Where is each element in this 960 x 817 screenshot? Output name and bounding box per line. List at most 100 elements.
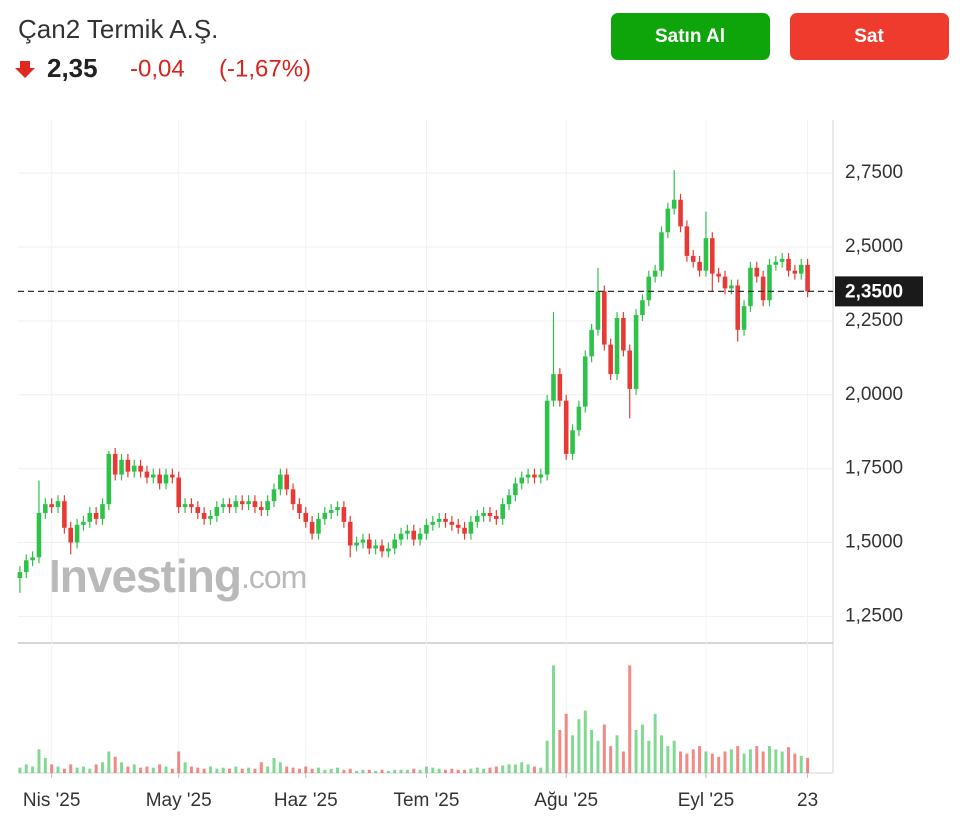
candle-body	[557, 374, 563, 401]
candle-body	[779, 258, 785, 262]
candle-body	[354, 542, 359, 546]
candle-body	[671, 199, 677, 209]
candle-body	[189, 504, 194, 508]
x-tick-label: Haz '25	[274, 790, 338, 811]
sell-button-bg[interactable]	[790, 13, 949, 60]
candle-body	[271, 489, 277, 502]
title: Çan2 Termik A.Ş.	[18, 14, 218, 44]
candle-body	[506, 495, 512, 505]
candle-body	[239, 501, 245, 505]
change: -0,04	[130, 55, 185, 82]
candle-body	[316, 518, 321, 534]
candle-body	[741, 306, 747, 330]
x-tick-label: Eyl '25	[678, 790, 734, 811]
candle-body	[678, 199, 683, 227]
candle-body	[646, 276, 652, 301]
candle-body	[309, 521, 315, 534]
candle-body	[360, 539, 366, 543]
candle-body	[760, 276, 766, 301]
candle-body	[138, 465, 143, 472]
candle-body	[246, 501, 251, 505]
candle-body	[627, 350, 633, 389]
sell-button[interactable]: Sat	[790, 13, 949, 60]
candle-body	[373, 545, 378, 549]
candle-body	[405, 530, 410, 534]
candle-body	[68, 527, 74, 543]
candle-body	[297, 504, 302, 513]
candle-body	[106, 453, 112, 505]
candle-body	[112, 453, 118, 475]
candle-body	[563, 400, 569, 454]
candle-body	[722, 276, 728, 289]
candle-body	[767, 264, 772, 301]
candle-body	[449, 521, 455, 525]
y-tick-label: 2,7500	[845, 162, 903, 183]
candle-body	[265, 501, 270, 511]
candle-body	[335, 507, 340, 511]
change-percent: (-1,67%)	[219, 55, 311, 82]
candle-body	[716, 273, 721, 277]
candle-body	[411, 530, 417, 540]
candle-body	[208, 515, 213, 519]
candle-body	[252, 501, 258, 508]
candle-body	[93, 512, 99, 519]
candle-body	[697, 261, 702, 271]
candle-body	[690, 255, 696, 262]
candle-body	[538, 474, 544, 478]
candle-body	[55, 501, 61, 508]
candle-body	[792, 270, 798, 274]
x-tick-label: Nis '25	[23, 790, 80, 811]
y-tick-label: 2,5000	[845, 236, 903, 257]
last-price-label: 2,3500	[845, 281, 903, 302]
candle-body	[195, 507, 201, 513]
candle-body	[519, 477, 525, 484]
candle-body	[366, 539, 372, 549]
plot	[17, 170, 810, 773]
candle-body	[341, 507, 347, 522]
candle-body	[36, 512, 42, 558]
candle-body	[640, 300, 645, 316]
candle-body	[602, 291, 607, 345]
buy-button[interactable]: Satın Al	[611, 13, 770, 60]
candle-body	[443, 518, 448, 522]
candle-body	[462, 527, 467, 534]
candle-body	[786, 258, 791, 271]
y-tick-label: 2,2500	[845, 310, 903, 331]
candle-body	[214, 507, 220, 516]
candle-body	[182, 504, 188, 508]
candle-body	[30, 557, 35, 561]
candle-body	[23, 560, 29, 573]
candle-body	[532, 474, 537, 478]
candle-body	[595, 291, 601, 330]
candle-body	[284, 474, 290, 490]
candle-body	[119, 459, 124, 475]
x-tick-label: May '25	[146, 790, 212, 811]
candle-body	[805, 264, 810, 292]
candle-body	[278, 474, 283, 490]
candle-body	[748, 267, 753, 307]
candle-body	[17, 572, 23, 578]
candle-body	[710, 238, 715, 274]
candle-body	[798, 264, 804, 274]
candle-body	[735, 285, 741, 330]
candle-body	[201, 512, 207, 519]
candle-body	[43, 504, 48, 513]
candle-body	[703, 238, 709, 271]
candle-body	[290, 489, 296, 505]
candle-body	[551, 374, 556, 401]
candle-body	[163, 474, 169, 484]
buy-label[interactable]: Satın Al	[655, 26, 725, 47]
candle-body	[258, 507, 264, 511]
candle-body	[170, 474, 175, 478]
candle-body	[582, 356, 588, 407]
x-tick-label: Ağu '25	[534, 790, 598, 811]
y-tick-label: 1,7500	[845, 458, 903, 479]
candle-body	[144, 471, 150, 478]
buy-button-bg[interactable]	[611, 13, 770, 60]
sell-label[interactable]: Sat	[854, 26, 884, 47]
candle-body	[328, 510, 334, 513]
candle-body	[487, 512, 493, 516]
candle-body	[49, 504, 54, 508]
candle-body	[220, 504, 226, 508]
